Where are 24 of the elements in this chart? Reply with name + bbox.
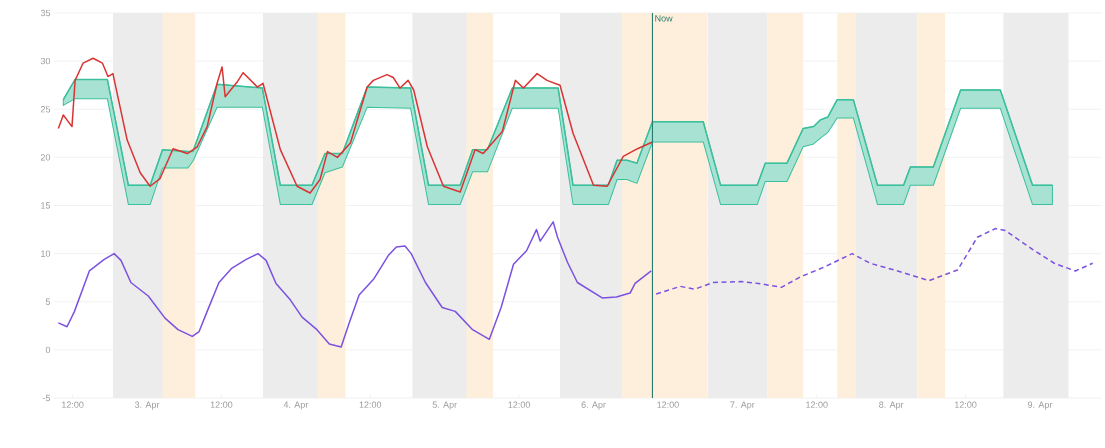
y-tick-label: 30 [40,57,51,65]
y-tick-label: -5 [42,394,51,402]
x-tick-label: 12:00 [62,401,84,408]
x-tick-label: 12:00 [657,401,679,408]
x-tick-label: 4. Apr [283,401,309,410]
ref-line-label: Now [655,15,673,22]
y-tick-label: 25 [40,106,51,113]
x-tick-label: 8. Apr [879,401,904,410]
x-tick-label: 6. Apr [581,401,606,410]
y-tick-label: 20 [40,154,51,161]
x-tick-label: 9. Apr [1028,401,1053,410]
y-tick-label: 0 [45,346,51,354]
x-tick-label: 7. Apr [730,401,755,410]
y-tick-label: 15 [41,202,51,209]
x-tick-label: 5. Apr [432,401,457,410]
y-tick-label: 10 [41,250,51,257]
x-tick-label: 12:00 [210,401,233,408]
x-tick-label: 12:00 [359,401,382,408]
y-tick-label: 5 [45,298,51,305]
x-tick-label: 12:00 [955,401,977,408]
x-tick-label: 12:00 [806,401,828,408]
x-tick-label: 12:00 [508,401,531,408]
y-tick-label: 35 [40,9,51,17]
x-tick-label: 3. Apr [134,401,160,410]
